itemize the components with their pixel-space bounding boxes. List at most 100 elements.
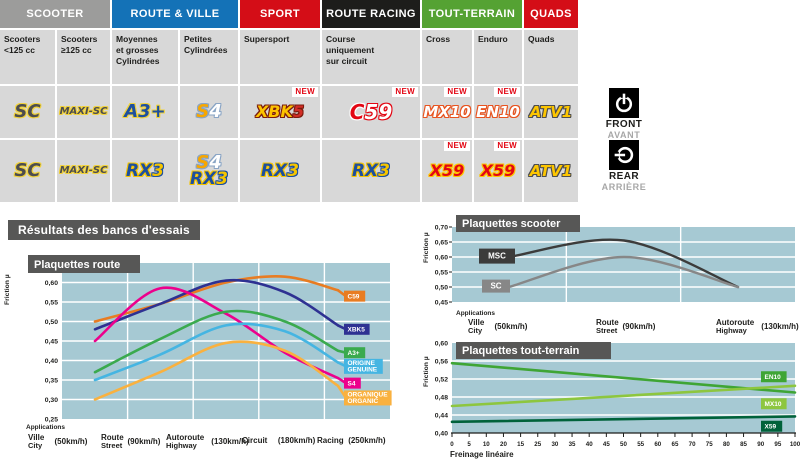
subheader-moyennes-3: Moyennes et grosses Cylindrées — [112, 30, 178, 84]
series-label-c59: C59 — [348, 293, 360, 300]
y-axis-label: Friction µ — [423, 232, 430, 263]
x-tick-label: 25 — [534, 441, 541, 448]
series-line-origine-genuine — [93, 322, 340, 382]
x-category-speed: (50km/h) — [55, 437, 88, 446]
series-label-chip-xbk5 — [344, 323, 370, 335]
section-title: Résultats des bancs d'essais — [8, 220, 200, 240]
series-line-a3 — [93, 309, 340, 374]
subheader-quads-9: Quads — [524, 30, 578, 84]
series-label-chip-organique-organic — [344, 390, 392, 406]
x-tick-label: 65 — [672, 441, 679, 448]
subheader-cross-7: Cross — [422, 30, 472, 84]
series-line-sc — [507, 255, 740, 289]
x-tick-label: 75 — [706, 441, 713, 448]
x-category-label-en: Highway — [716, 326, 748, 335]
front-pad-cell-5: XBK5 NEW — [240, 86, 320, 138]
x-category-speed: (130km/h) — [211, 437, 249, 446]
rear-pad-cell-4: S4 RX3 — [180, 140, 238, 202]
y-tick-label: 0,60 — [45, 280, 58, 287]
product-logo-rx3: RX3 — [260, 160, 300, 181]
series-line-c59 — [93, 275, 340, 323]
series-label-chip-origine-genuine — [344, 358, 383, 374]
new-badge: NEW — [392, 87, 418, 97]
series-label-en10: EN10 — [765, 374, 782, 381]
y-tick-label: 0,65 — [435, 239, 448, 246]
series-label-chip-s4 — [344, 377, 361, 389]
x-category-speed: (250km/h) — [348, 436, 386, 445]
front-pad-cell-8: EN10 NEW — [474, 86, 522, 138]
rear-pad-cell-2: MAXI-SC — [57, 140, 110, 202]
rear-pad-cell-7: X59 NEW — [422, 140, 472, 202]
x-tick-label: 80 — [723, 441, 730, 448]
series-line-mx10 — [450, 384, 797, 408]
front-pad-cell-6: C59 NEW — [322, 86, 420, 138]
y-tick-label: 0,60 — [435, 254, 448, 261]
x-tick-label: 40 — [586, 441, 593, 448]
chart-route: 0,650,600,550,500,450,400,350,300,25Fric… — [4, 255, 392, 450]
x-category-speed: (90km/h) — [623, 322, 656, 331]
rear-pad-cell-1: SC — [0, 140, 55, 202]
x-tick-label: 35 — [569, 441, 576, 448]
y-tick-label: 0,25 — [45, 416, 58, 423]
chart-title-box — [28, 255, 140, 273]
chart-scooter: 0,70 0,65 0,60 0,55 0,50 0,45 Friction µ MSC SC A… — [423, 215, 799, 335]
y-tick-label: 0,44 — [435, 412, 448, 419]
x-category-label: Ville — [28, 433, 45, 442]
chart-tout-terrain: 0,60 0,56 0,52 0,48 0,44 0,40 Friction µ EN10 MX… — [423, 340, 800, 459]
category-header-sport: SPORT — [240, 0, 320, 28]
category-header-tout-terrain: TOUT-TERRAIN — [422, 0, 522, 28]
x-tick-label: 95 — [774, 441, 781, 448]
front-pad-cell-2: MAXI-SC — [57, 86, 110, 138]
subheader-enduro-8: Enduro — [474, 30, 522, 84]
series-label-a3: A3+ — [348, 350, 360, 357]
subheader-petites-4: Petites Cylindrées — [180, 30, 238, 84]
x-category-label-en: City — [28, 441, 43, 450]
product-logo-en10: EN10 — [476, 102, 520, 121]
x-tick-label: 5 — [467, 441, 471, 448]
subheader-course-6: Course uniquement sur circuit — [322, 30, 420, 84]
x-category-label: Ville — [468, 318, 485, 327]
subheader-scooters-1: Scooters <125 cc — [0, 30, 55, 84]
y-tick-label: 0,30 — [45, 397, 58, 404]
x-category-label-en: Street — [101, 441, 123, 450]
series-label-origine-genuine: GENUINE — [348, 367, 378, 374]
rear-pad-cell-3: RX3 — [112, 140, 178, 202]
x-category-speed: (50km/h) — [495, 322, 528, 331]
product-logo-rx3: RX3 — [189, 169, 229, 190]
x-tick-label: 60 — [654, 441, 661, 448]
series-label-chip-en10 — [761, 371, 787, 383]
x-category-label: Route — [596, 318, 619, 327]
x-category-label-en: Street — [596, 326, 618, 335]
new-badge: NEW — [444, 87, 470, 97]
series-label-x59: X59 — [765, 424, 777, 431]
chart-title-box — [456, 215, 580, 232]
x-tick-label: 0 — [450, 441, 454, 448]
x-tick-label: 100 — [790, 441, 800, 448]
series-label-chip-sc — [482, 279, 510, 293]
product-logo-atv1: ATV1 — [529, 102, 573, 121]
new-badge: NEW — [444, 141, 470, 151]
x-category-label: Circuit — [242, 436, 268, 445]
product-logo-x59: X59 — [429, 161, 465, 181]
x-tick-label: 30 — [551, 441, 558, 448]
x-category-speed: (90km/h) — [128, 437, 161, 446]
product-logo-sc: SC — [14, 160, 41, 182]
x-tick-label: 55 — [637, 441, 644, 448]
rear-axle-label: REAR — [609, 171, 639, 182]
series-label-s4: S4 — [348, 380, 356, 387]
y-tick-label: 0,35 — [45, 377, 58, 384]
series-line-xbk5 — [93, 278, 340, 331]
product-logo-c59: C59 — [349, 99, 393, 124]
x-tick-label: 70 — [689, 441, 696, 448]
x-category-speed: (130km/h) — [761, 322, 799, 331]
product-logo-s4: S4 — [196, 101, 222, 123]
product-logo-s4: S4 — [196, 152, 222, 174]
rear-axle-badge: REAR ARRIÈRE — [592, 140, 656, 192]
y-tick-label: 0,40 — [435, 430, 448, 437]
y-tick-label: 0,45 — [435, 299, 448, 306]
series-label-origine-genuine: ORIGINE — [348, 360, 376, 367]
product-logo-xbk5: XBK5 — [255, 102, 305, 122]
rear-axle-sublabel: ARRIÈRE — [601, 182, 647, 192]
y-tick-label: 0,50 — [45, 319, 58, 326]
